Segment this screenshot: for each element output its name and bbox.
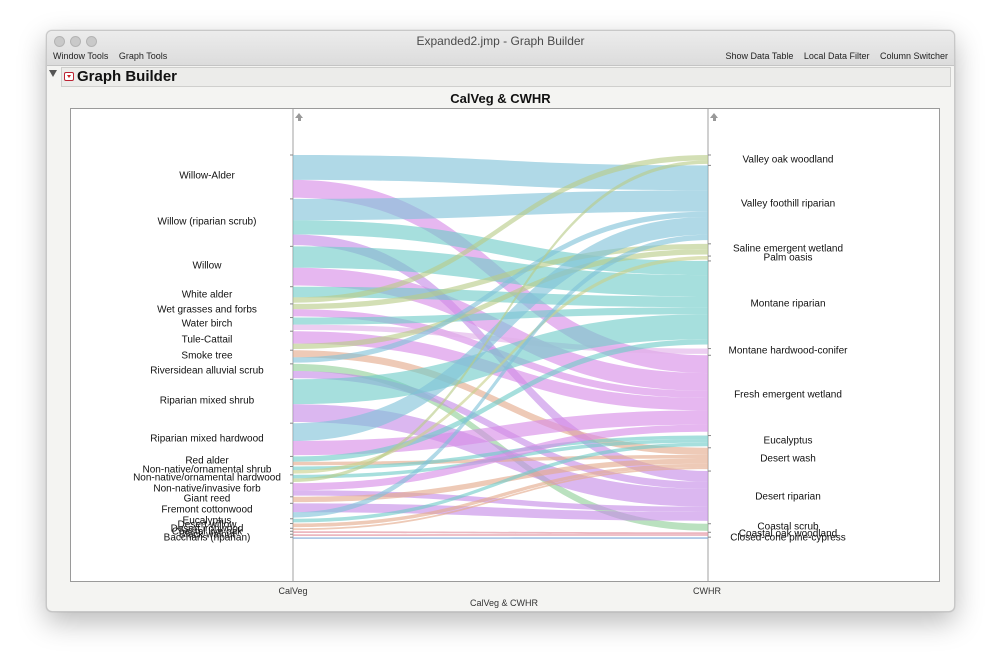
flow-ribbon-25[interactable] <box>293 435 708 471</box>
cwhr-label: Desert wash <box>760 453 816 465</box>
cwhr-label: Saline emergent wetland <box>732 243 844 255</box>
window-title: Expanded2.jmp - Graph Builder <box>416 34 585 48</box>
graph-builder-header <box>61 67 951 87</box>
calveg-label: Giant reed <box>183 493 231 505</box>
calveg-label: Willow <box>192 260 222 272</box>
cwhr-label: Valley foothill riparian <box>740 198 836 210</box>
cwhr-label: Fresh emergent wetland <box>734 389 842 401</box>
panel-title: Graph Builder <box>77 68 178 85</box>
flow-ribbon-34[interactable] <box>293 442 708 523</box>
show-data-table-button[interactable]: Show Data Table <box>725 51 794 61</box>
calveg-label: Smoke tree <box>181 350 233 362</box>
cwhr-label: Valley oak woodland <box>742 154 834 166</box>
column-switcher-button[interactable]: Column Switcher <box>879 51 948 61</box>
calveg-label: Desert ironwood <box>170 523 244 535</box>
calveg-label: Coastal live oak <box>171 526 243 538</box>
flow-ribbon-9[interactable] <box>293 243 708 310</box>
cwhr-label: Desert riparian <box>755 491 821 503</box>
title-bar: Expanded2.jmp - Graph Builder Window Too… <box>47 31 954 66</box>
cwhr-label: Coastal scrub <box>757 521 819 533</box>
graph-builder-window: Expanded2.jmp - Graph Builder Window Too… <box>46 30 955 612</box>
calveg-label: Water birch <box>181 318 233 330</box>
calveg-label: Eucalyptus <box>182 515 232 527</box>
x-axis-title: CalVeg & CWHR <box>469 598 539 608</box>
cwhr-label: Eucalyptus <box>763 435 813 447</box>
calveg-label: Non-native/ornamental hardwood <box>133 472 281 484</box>
calveg-label: Fremont cottonwood <box>161 504 253 516</box>
flow-ribbon-39[interactable] <box>293 537 708 539</box>
menu-graph-tools[interactable]: Graph Tools <box>118 51 168 61</box>
plot-frame: Willow-Alder Willow (riparian scrub) Willo… <box>70 108 940 582</box>
flow-ribbon-31[interactable] <box>293 458 708 503</box>
flow-ribbon-8[interactable] <box>293 155 708 303</box>
menu-window-tools[interactable]: Window Tools <box>53 51 109 61</box>
calveg-label: Willow (riparian scrub) <box>157 216 257 228</box>
flow-ribbon-12[interactable] <box>293 324 708 354</box>
flow-ribbon-38[interactable] <box>293 534 708 537</box>
flow-ribbon-14[interactable] <box>293 249 708 350</box>
flow-ribbon-5[interactable] <box>293 246 708 297</box>
chart-title: CalVeg & CWHR <box>450 91 551 106</box>
flow-ribbon-0[interactable] <box>293 155 708 191</box>
flow-ribbon-21[interactable] <box>293 216 708 441</box>
flow-ribbon-26[interactable] <box>293 256 708 474</box>
flow-ribbon-35[interactable] <box>293 463 708 528</box>
cwhr-label: Coastal oak woodland <box>738 528 838 540</box>
flow-ribbon-29[interactable] <box>293 424 708 491</box>
calveg-label: Riversidean alluvial scrub <box>150 365 264 377</box>
flow-ribbon-36[interactable] <box>293 467 708 531</box>
calveg-label: Black walnut <box>178 529 236 541</box>
axis-label-calveg: CalVeg <box>278 586 308 596</box>
zoom-window-button[interactable] <box>86 36 97 47</box>
red-triangle-menu-icon[interactable] <box>64 72 74 81</box>
calveg-label: White alder <box>181 289 233 301</box>
calveg-label: Non-native/ornamental shrub <box>142 464 272 476</box>
minimize-window-button[interactable] <box>70 36 81 47</box>
cwhr-label: Palm oasis <box>763 252 813 264</box>
calveg-label: Red alder <box>185 455 229 467</box>
calveg-label: Non-native/invasive forb <box>153 483 261 495</box>
disclosure-triangle-icon[interactable] <box>49 70 57 77</box>
calveg-label: Baccharis (riparian) <box>163 532 251 544</box>
calveg-label: Willow-Alder <box>179 170 235 182</box>
menu-left: Window Tools Graph Tools <box>53 51 175 61</box>
calveg-label: Wet grasses and forbs <box>157 304 257 316</box>
parallel-sets-plot <box>290 109 711 581</box>
cwhr-label: Montane hardwood-conifer <box>728 345 848 357</box>
flow-ribbon-28[interactable] <box>293 160 708 482</box>
menu-right: Show Data Table Local Data Filter Column… <box>718 51 948 61</box>
flow-ribbon-33[interactable] <box>293 234 708 518</box>
flow-ribbon-2[interactable] <box>293 190 708 221</box>
calveg-label: Tule-Cattail <box>181 334 233 346</box>
calveg-label: Desert willow <box>177 519 237 531</box>
flow-ribbon-11[interactable] <box>293 307 708 325</box>
close-window-button[interactable] <box>54 36 65 47</box>
cwhr-label: Closed-cone pine-cypress <box>730 532 846 544</box>
calveg-label: Riparian mixed shrub <box>159 395 255 407</box>
flow-ribbon-32[interactable] <box>293 503 708 521</box>
calveg-label: Riparian mixed hardwood <box>150 433 264 445</box>
flow-ribbon-37[interactable] <box>293 531 708 535</box>
cwhr-label: Montane riparian <box>750 298 826 310</box>
local-data-filter-button[interactable]: Local Data Filter <box>803 51 870 61</box>
flow-ribbon-16[interactable] <box>293 211 708 363</box>
flow-ribbon-19[interactable] <box>293 314 708 405</box>
flow-ribbon-23[interactable] <box>293 339 708 462</box>
axis-label-cwhr: CWHR <box>693 586 721 596</box>
